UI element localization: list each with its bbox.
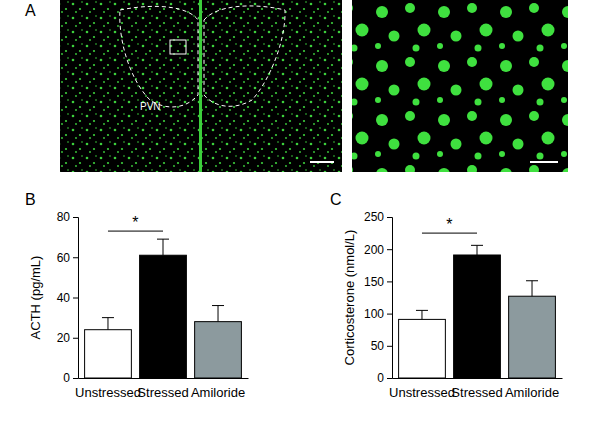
tick-mark xyxy=(387,281,392,282)
tick: 20 xyxy=(57,331,78,345)
micrograph-low: PVN xyxy=(60,0,342,172)
error-line xyxy=(532,281,533,296)
micrograph-high xyxy=(352,0,568,172)
significance-label: * xyxy=(446,216,452,233)
error-line xyxy=(218,306,219,322)
tick: Amiloride xyxy=(191,385,245,400)
bar xyxy=(399,319,446,378)
axis-line xyxy=(393,378,563,379)
tick: 250 xyxy=(364,210,392,224)
scale-bar xyxy=(310,161,334,163)
error-line xyxy=(421,310,422,319)
error-line xyxy=(477,245,478,255)
tick: 80 xyxy=(57,210,78,224)
region-label: PVN xyxy=(140,101,161,112)
tick-label: 60 xyxy=(57,251,71,265)
plot-area xyxy=(399,245,556,378)
tick-label: 50 xyxy=(371,339,385,353)
tick: 150 xyxy=(364,275,392,289)
axis-line xyxy=(387,218,393,379)
bar xyxy=(85,330,132,378)
tick-mark xyxy=(73,257,78,258)
error-bar xyxy=(416,310,428,319)
panel-label: B xyxy=(25,191,36,208)
error-bar xyxy=(471,245,483,255)
tick-label: 20 xyxy=(57,331,71,345)
axis-line xyxy=(73,218,79,379)
y-axis: 0 50 100 150 200 250 xyxy=(364,210,393,385)
pvn-outline xyxy=(120,6,198,107)
error-line xyxy=(163,239,164,255)
bar xyxy=(509,296,556,378)
tick-label: 80 xyxy=(57,210,71,224)
error-bar xyxy=(526,281,538,296)
tick-mark xyxy=(387,314,392,315)
scale-bar xyxy=(530,161,558,163)
error-cap xyxy=(526,280,538,281)
axis-title: ACTH (pg/mL) xyxy=(28,256,43,340)
chart-panel: B 0 20 40 60 80 UnstressedStressedAmiloride ACT… xyxy=(25,191,249,400)
tick: 0 xyxy=(377,371,392,385)
pvn-outline xyxy=(204,6,285,106)
tick: 0 xyxy=(63,371,78,385)
tick-label: Stressed xyxy=(137,385,188,400)
tick: 200 xyxy=(364,243,392,257)
error-cap xyxy=(157,239,169,240)
tick: 100 xyxy=(364,307,392,321)
tick-mark xyxy=(73,298,78,299)
tick-mark xyxy=(73,338,78,339)
error-bar xyxy=(102,318,114,330)
tick-label: Unstressed xyxy=(75,385,141,400)
panel-label: C xyxy=(330,191,342,208)
tick: 60 xyxy=(57,251,78,265)
tick-mark xyxy=(387,217,392,218)
significance-label: * xyxy=(132,214,138,231)
ventricle xyxy=(199,0,202,172)
bar xyxy=(195,322,242,378)
error-bar xyxy=(157,239,169,255)
tick-label: 0 xyxy=(377,371,384,385)
panel-label: A xyxy=(25,2,36,19)
figure: PVNAB020406080UnstressedStressedAmilorid… xyxy=(0,0,614,424)
tick-label: 0 xyxy=(63,371,70,385)
tick: Unstressed xyxy=(75,385,141,400)
zoom-box xyxy=(170,40,186,54)
tick: Unstressed xyxy=(389,385,455,400)
axis-title: Corticosterone (nmol/L) xyxy=(342,230,357,366)
tick-label: 100 xyxy=(364,307,384,321)
tick-label: 150 xyxy=(364,275,384,289)
tick-label: 250 xyxy=(364,210,384,224)
tick-label: 200 xyxy=(364,243,384,257)
error-bar xyxy=(212,306,224,322)
tick-label: Amiloride xyxy=(191,385,245,400)
y-axis: 0 20 40 60 80 xyxy=(57,210,79,385)
tick: 40 xyxy=(57,291,78,305)
tick: Stressed xyxy=(451,385,502,400)
x-axis: UnstressedStressedAmiloride xyxy=(75,379,248,401)
tick-label: Amiloride xyxy=(505,385,559,400)
tick-mark xyxy=(73,217,78,218)
tick: Amiloride xyxy=(505,385,559,400)
error-cap xyxy=(416,310,428,311)
x-axis: UnstressedStressedAmiloride xyxy=(389,379,562,401)
error-cap xyxy=(212,305,224,306)
tick-label: 40 xyxy=(57,291,71,305)
bar xyxy=(140,255,187,378)
error-line xyxy=(107,318,108,330)
tick-mark xyxy=(73,378,78,379)
tick-mark xyxy=(387,346,392,347)
plot-area xyxy=(85,239,242,378)
error-cap xyxy=(471,245,483,246)
bar xyxy=(454,255,501,378)
tick-label: Unstressed xyxy=(389,385,455,400)
tick-mark xyxy=(387,378,392,379)
tick-label: Stressed xyxy=(451,385,502,400)
tick: Stressed xyxy=(137,385,188,400)
tick: 50 xyxy=(371,339,392,353)
tick-mark xyxy=(387,249,392,250)
axis-line xyxy=(79,378,249,379)
chart-panel: C 0 50 100 150 200 250 UnstressedStressedAmilor… xyxy=(330,191,563,400)
error-cap xyxy=(102,317,114,318)
